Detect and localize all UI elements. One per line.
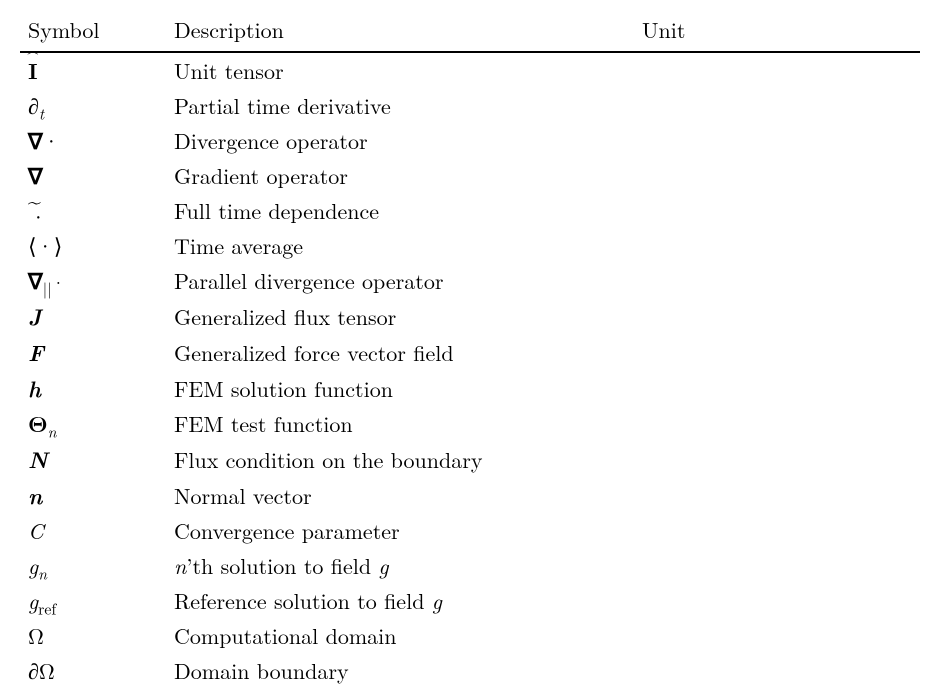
description-cell: FEM solution function (166, 370, 634, 406)
unit-cell (634, 583, 920, 618)
unit-cell (634, 193, 920, 228)
table-row: hFEM solution function (20, 370, 920, 406)
unit-cell (634, 441, 920, 477)
description-cell: n’th solution to field g (166, 548, 634, 583)
unit-cell (634, 513, 920, 548)
table-row: ∂ΩDomain boundary (20, 653, 920, 688)
table-body: IUnit tensor∂tPartial time derivative∇·D… (20, 53, 920, 689)
description-cell: Generalized force vector field (166, 334, 634, 370)
symbol-cell: I (20, 53, 166, 89)
unit-cell (634, 158, 920, 193)
table-row: ΩComputational domain (20, 618, 920, 653)
description-cell: Domain boundary (166, 653, 634, 688)
symbol-cell: Θn (20, 406, 166, 441)
table-row: ∇||·Parallel divergence operator (20, 263, 920, 298)
unit-cell (634, 618, 920, 653)
description-cell: Parallel divergence operator (166, 263, 634, 298)
unit-cell (634, 548, 920, 583)
description-cell: Convergence parameter (166, 513, 634, 548)
table-row: ∇Gradient operator (20, 158, 920, 193)
table-row: JGeneralized flux tensor (20, 298, 920, 334)
symbol-cell: ∂t (20, 88, 166, 123)
description-cell: Partial time derivative (166, 88, 634, 123)
table-row: CConvergence parameter (20, 513, 920, 548)
symbol-cell: n (20, 477, 166, 513)
table-row: gnn’th solution to field g (20, 548, 920, 583)
symbol-cell: C (20, 513, 166, 548)
symbol-cell: ⟨·⟩ (20, 228, 166, 263)
symbol-cell (20, 193, 166, 228)
col-header-description: Description (166, 10, 634, 52)
unit-cell (634, 228, 920, 263)
symbol-cell: ∇ (20, 158, 166, 193)
table-row: Full time dependence (20, 193, 920, 228)
table-row: NFlux condition on the boundary (20, 441, 920, 477)
table-row: IUnit tensor (20, 53, 920, 89)
table-row: ∇·Divergence operator (20, 123, 920, 158)
col-header-symbol: Symbol (20, 10, 166, 52)
description-cell: Full time dependence (166, 193, 634, 228)
unit-cell (634, 334, 920, 370)
unit-cell (634, 263, 920, 298)
symbol-cell: gn (20, 548, 166, 583)
description-cell: Divergence operator (166, 123, 634, 158)
symbol-cell: h (20, 370, 166, 406)
symbol-cell: gref (20, 583, 166, 618)
symbol-cell: ∂Ω (20, 653, 166, 688)
unit-cell (634, 53, 920, 89)
description-cell: FEM test function (166, 406, 634, 441)
table-row: grefReference solution to field g (20, 583, 920, 618)
description-cell: Generalized flux tensor (166, 298, 634, 334)
description-cell: Time average (166, 228, 634, 263)
symbol-cell: F (20, 334, 166, 370)
description-cell: Normal vector (166, 477, 634, 513)
unit-cell (634, 370, 920, 406)
description-cell: Flux condition on the boundary (166, 441, 634, 477)
symbol-cell: ∇· (20, 123, 166, 158)
unit-cell (634, 123, 920, 158)
description-cell: Unit tensor (166, 53, 634, 89)
description-cell: Reference solution to field g (166, 583, 634, 618)
symbol-cell: J (20, 298, 166, 334)
unit-cell (634, 653, 920, 688)
unit-cell (634, 298, 920, 334)
table-row: FGeneralized force vector field (20, 334, 920, 370)
unit-cell (634, 406, 920, 441)
symbol-cell: N (20, 441, 166, 477)
col-header-unit: Unit (634, 10, 920, 52)
symbol-cell: ∇||· (20, 263, 166, 298)
unit-cell (634, 88, 920, 123)
description-cell: Computational domain (166, 618, 634, 653)
table-row: ⟨·⟩Time average (20, 228, 920, 263)
table-row: ΘnFEM test function (20, 406, 920, 441)
table-row: nNormal vector (20, 477, 920, 513)
table-row: ∂tPartial time derivative (20, 88, 920, 123)
nomenclature-table: Symbol Description Unit IUnit tensor∂tPa… (20, 10, 920, 688)
description-cell: Gradient operator (166, 158, 634, 193)
symbol-cell: Ω (20, 618, 166, 653)
unit-cell (634, 477, 920, 513)
